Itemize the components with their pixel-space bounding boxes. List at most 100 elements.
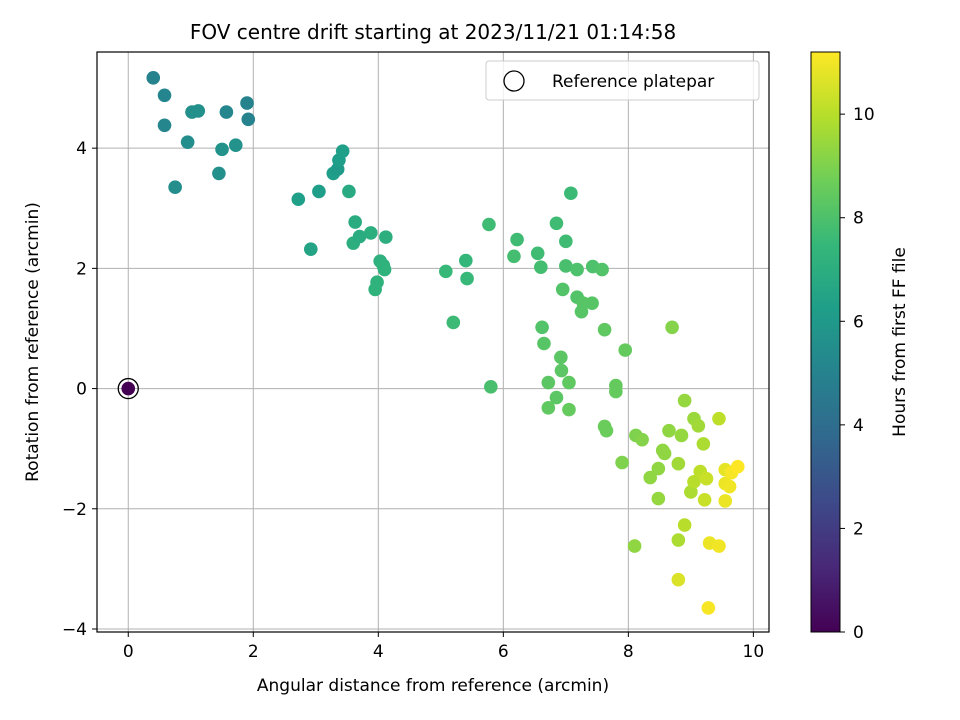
data-point xyxy=(677,518,692,532)
data-point xyxy=(482,217,496,232)
data-point xyxy=(559,259,573,273)
data-point xyxy=(352,229,367,244)
colorbar-tick-label: 6 xyxy=(853,312,864,332)
colorbar-label: Hours from first FF file xyxy=(890,247,910,437)
data-point xyxy=(597,322,612,337)
y-axis-ticks: −4 −2 0 2 4 xyxy=(62,139,97,640)
data-point xyxy=(559,234,573,249)
data-point xyxy=(530,246,545,261)
data-point xyxy=(699,471,714,486)
data-point xyxy=(168,180,182,195)
data-point xyxy=(312,184,326,199)
data-point xyxy=(570,262,584,277)
data-point xyxy=(651,461,666,476)
data-point xyxy=(364,226,378,240)
data-point xyxy=(459,253,473,268)
data-point xyxy=(564,186,578,201)
legend-box xyxy=(485,60,760,101)
data-point xyxy=(439,264,453,279)
data-point xyxy=(370,275,384,289)
data-point xyxy=(665,320,679,335)
colorbar-tick-label: 4 xyxy=(853,416,864,436)
data-point xyxy=(662,423,676,438)
colorbar-ticks: 0 2 4 6 8 10 xyxy=(840,105,875,643)
data-point xyxy=(671,533,686,547)
legend-marker-icon xyxy=(503,70,525,92)
data-point xyxy=(379,230,393,244)
data-point xyxy=(657,446,672,461)
data-point xyxy=(484,379,498,394)
x-tick-label: 4 xyxy=(373,642,384,662)
data-point xyxy=(701,601,716,615)
data-point xyxy=(609,384,623,399)
data-point xyxy=(146,71,161,85)
data-point xyxy=(554,350,568,365)
data-point xyxy=(303,242,318,256)
data-point xyxy=(671,456,686,471)
data-point xyxy=(671,572,686,587)
data-point xyxy=(541,401,556,415)
data-point xyxy=(618,343,633,357)
data-point xyxy=(585,296,599,311)
data-point xyxy=(541,375,556,390)
y-tick-label: 4 xyxy=(76,139,87,159)
plot-frame xyxy=(96,51,770,633)
x-axis-label: Angular distance from reference (arcmin) xyxy=(257,676,609,696)
colorbar-gradient xyxy=(810,51,841,633)
x-tick-label: 10 xyxy=(743,642,765,662)
data-point xyxy=(157,118,172,133)
colorbar-tick-label: 0 xyxy=(853,623,864,643)
y-axis-label: Rotation from reference (arcmin) xyxy=(23,202,43,482)
data-point xyxy=(180,135,195,149)
data-point xyxy=(342,184,356,199)
data-points xyxy=(146,71,745,615)
data-point xyxy=(674,428,689,443)
chart-title: FOV centre drift starting at 2023/11/21 … xyxy=(190,20,676,44)
data-point xyxy=(599,423,614,438)
data-point xyxy=(291,192,306,207)
data-point xyxy=(712,411,726,426)
reference-marker xyxy=(117,377,139,400)
data-point xyxy=(684,485,698,499)
reference-data-point xyxy=(121,381,136,396)
data-point xyxy=(549,390,564,405)
y-tick-label: −4 xyxy=(62,620,87,640)
data-point xyxy=(335,144,350,158)
data-point xyxy=(696,437,711,451)
data-point xyxy=(510,232,524,247)
data-point xyxy=(712,539,726,553)
data-point xyxy=(687,474,701,489)
legend-entry-label: Reference platepar xyxy=(552,72,714,92)
data-point xyxy=(219,105,234,119)
x-tick-label: 6 xyxy=(498,642,509,662)
data-point xyxy=(377,262,392,277)
data-point xyxy=(730,459,745,474)
data-point xyxy=(595,262,609,277)
data-point xyxy=(697,492,712,507)
data-point xyxy=(446,315,461,330)
y-tick-label: 0 xyxy=(76,380,87,400)
data-point xyxy=(460,271,474,286)
colorbar-tick-label: 8 xyxy=(853,209,864,229)
legend: Reference platepar xyxy=(485,60,760,101)
y-tick-label: −2 xyxy=(62,500,87,520)
data-point xyxy=(643,470,658,485)
x-tick-label: 8 xyxy=(623,642,634,662)
data-point xyxy=(677,393,692,408)
colorbar-tick-label: 10 xyxy=(853,105,875,125)
x-tick-label: 0 xyxy=(123,642,134,662)
grid-lines xyxy=(97,52,769,632)
data-point xyxy=(215,142,229,157)
data-point xyxy=(554,363,569,378)
data-point xyxy=(212,166,226,181)
data-point xyxy=(555,282,570,297)
data-point xyxy=(507,249,521,264)
data-point xyxy=(615,455,629,470)
x-axis-ticks: 0 2 4 6 8 10 xyxy=(123,632,764,662)
data-point xyxy=(191,104,206,118)
colorbar-tick-label: 2 xyxy=(853,519,864,539)
data-point xyxy=(549,216,564,231)
data-point xyxy=(228,138,243,152)
data-point xyxy=(348,215,362,229)
